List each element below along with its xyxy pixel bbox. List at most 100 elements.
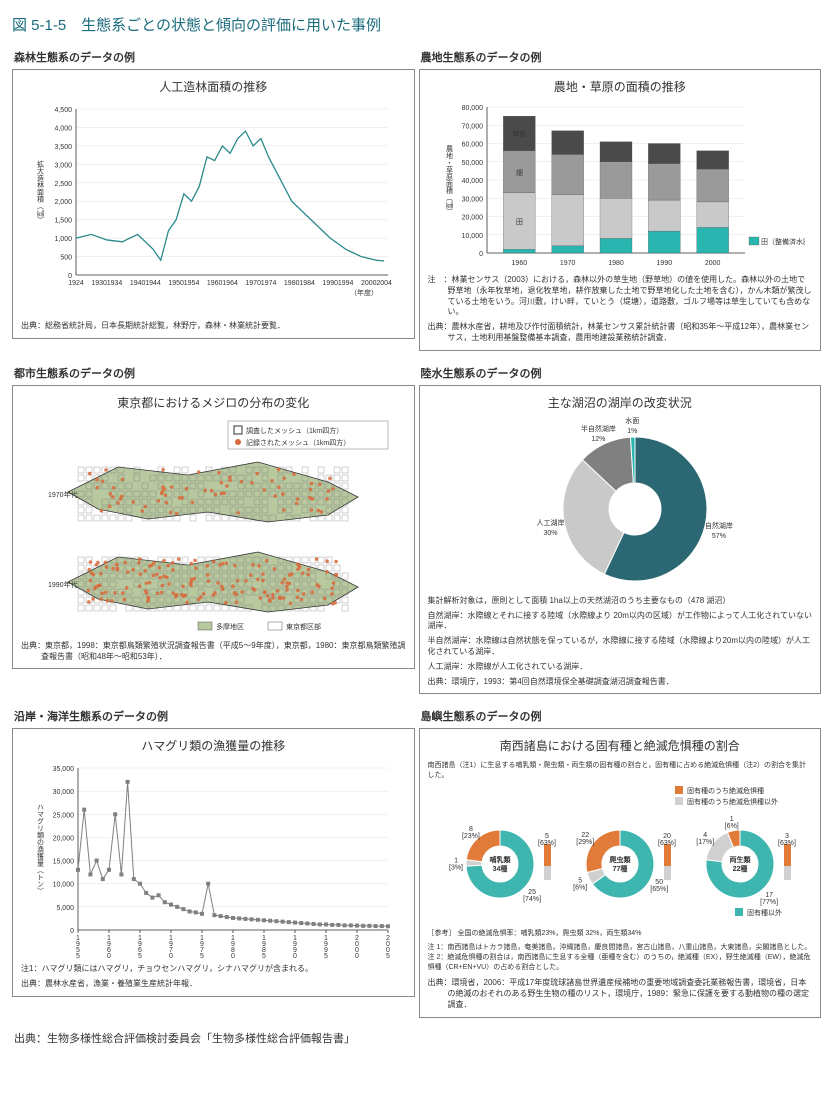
svg-text:5,000: 5,000 xyxy=(57,905,75,912)
svg-text:1934: 1934 xyxy=(107,280,123,287)
inlandwater-panel: 主な湖沼の湖岸の改変状況 自然湖岸57%人工湖岸30%半自然湖岸12%水面1% … xyxy=(419,385,822,695)
svg-text:ハマグリ類の漁獲量（トン）: ハマグリ類の漁獲量（トン） xyxy=(37,804,45,895)
svg-text:60,000: 60,000 xyxy=(461,142,483,149)
svg-text:東京都区部: 東京都区部 xyxy=(286,622,321,631)
svg-text:0: 0 xyxy=(70,928,74,935)
coastal-panel: ハマグリ類の漁獲量の推移 05,00010,00015,00020,00025,… xyxy=(12,728,415,997)
footer-source: 出典：生物多様性総合評価検討委員会「生物多様性総合評価報告書」 xyxy=(8,1022,825,1050)
urban-source: 出典：東京都，1998：東京都鳥類繁殖状況調査報告書（平成5～9年度），東京都，… xyxy=(21,641,406,663)
svg-text:3,500: 3,500 xyxy=(55,144,73,151)
svg-text:57%: 57% xyxy=(712,533,726,540)
svg-text:爬虫類: 爬虫類 xyxy=(608,855,631,864)
chart-grid: 森林生態系のデータの例 人工造林面積の推移 05001,0001,5002,00… xyxy=(8,45,825,1022)
urban-label: 都市生態系のデータの例 xyxy=(14,365,415,381)
svg-text:1980: 1980 xyxy=(608,260,624,267)
svg-text:1950: 1950 xyxy=(169,280,185,287)
urban-block: 都市生態系のデータの例 東京都におけるメジロの分布の変化 調査したメッシュ（1k… xyxy=(12,361,415,695)
svg-text:35,000: 35,000 xyxy=(53,766,75,773)
svg-text:500: 500 xyxy=(61,255,73,262)
forest-chart: 05001,0001,5002,0002,5003,0003,5004,0004… xyxy=(28,101,398,301)
farmland-note2: 出典：農林水産省，耕地及び作付面積統計，林業センサス累計統計書（昭和35年～平成… xyxy=(428,322,813,344)
svg-text:22: 22 xyxy=(581,832,589,839)
svg-text:田（整備済水田）: 田（整備済水田） xyxy=(761,237,805,246)
coastal-note1: 注1：ハマグリ類にはハマグリ，チョウセンハマグリ，シナハマグリが含まれる。 xyxy=(21,964,406,975)
svg-text:[63%]: [63%] xyxy=(778,840,796,847)
svg-text:34種: 34種 xyxy=(492,864,507,873)
island-reference: ［参考］ 全国の絶滅危惧率：哺乳類23%，爬虫類 32%，両生類34% xyxy=(428,928,813,938)
svg-text:1970: 1970 xyxy=(560,260,576,267)
island-label: 島嶼生態系のデータの例 xyxy=(421,708,822,724)
island-note2: 注 2：絶滅危惧種の割合は，南西諸島に生息する全種（亜種を含む）のうちの，絶滅種… xyxy=(428,952,813,972)
svg-text:80,000: 80,000 xyxy=(461,105,483,112)
svg-text:0: 0 xyxy=(107,953,111,960)
svg-text:1970: 1970 xyxy=(246,280,262,287)
island-title: 南西諸島における固有種と絶滅危惧種の割合 xyxy=(428,737,813,754)
inlandwater-block: 陸水生態系のデータの例 主な湖沼の湖岸の改変状況 自然湖岸57%人工湖岸30%半… xyxy=(419,361,822,695)
svg-text:畑: 畑 xyxy=(516,169,523,177)
svg-text:2000: 2000 xyxy=(705,260,721,267)
svg-text:1924: 1924 xyxy=(68,280,84,287)
svg-text:20,000: 20,000 xyxy=(53,836,75,843)
inlandwater-label: 陸水生態系のデータの例 xyxy=(421,365,822,381)
svg-text:4: 4 xyxy=(703,832,707,839)
island-block: 島嶼生態系のデータの例 南西諸島における固有種と絶滅危惧種の割合 南西諸島（注1… xyxy=(419,704,822,1017)
svg-text:17: 17 xyxy=(765,892,773,899)
inlandwater-desc4: 人工湖岸：水際線が人工化されている湖岸． xyxy=(428,662,813,673)
svg-text:0: 0 xyxy=(68,273,72,280)
svg-text:[17%]: [17%] xyxy=(696,839,714,846)
svg-text:4,000: 4,000 xyxy=(55,125,73,132)
coastal-source: 出典：農林水産省，漁業・養殖業生産統計年報． xyxy=(21,979,406,990)
svg-text:20: 20 xyxy=(663,833,671,840)
svg-text:10,000: 10,000 xyxy=(461,233,483,240)
svg-text:[29%]: [29%] xyxy=(576,839,594,846)
svg-text:50,000: 50,000 xyxy=(461,160,483,167)
forest-label: 森林生態系のデータの例 xyxy=(14,49,415,65)
svg-text:[6%]: [6%] xyxy=(724,823,738,830)
svg-text:両生類: 両生類 xyxy=(729,855,751,864)
svg-text:3: 3 xyxy=(785,833,789,840)
svg-text:1970年代: 1970年代 xyxy=(48,490,78,499)
inlandwater-pie: 自然湖岸57%人工湖岸30%半自然湖岸12%水面1% xyxy=(435,417,805,592)
svg-text:[23%]: [23%] xyxy=(462,833,480,840)
svg-text:1: 1 xyxy=(730,816,734,823)
svg-text:[65%]: [65%] xyxy=(650,886,668,893)
svg-text:1%: 1% xyxy=(627,428,637,435)
svg-text:5: 5 xyxy=(138,953,142,960)
svg-text:1960: 1960 xyxy=(511,260,527,267)
svg-text:5: 5 xyxy=(545,833,549,840)
svg-text:[3%]: [3%] xyxy=(449,865,463,872)
svg-text:1990年代: 1990年代 xyxy=(48,580,78,589)
svg-text:1990: 1990 xyxy=(323,280,339,287)
page-title: 図 5-1-5 生態系ごとの状態と傾向の評価に用いた事例 xyxy=(8,8,825,45)
svg-text:田: 田 xyxy=(516,218,523,226)
svg-text:多摩地区: 多摩地区 xyxy=(216,622,244,631)
svg-text:固有種のうち絶滅危惧種以外: 固有種のうち絶滅危惧種以外 xyxy=(687,797,778,806)
svg-text:5: 5 xyxy=(262,953,266,960)
svg-text:5: 5 xyxy=(200,953,204,960)
svg-text:1960: 1960 xyxy=(207,280,223,287)
coastal-title: ハマグリ類の漁獲量の推移 xyxy=(21,737,406,754)
farmland-chart: 010,00020,00030,00040,00050,00060,00070,… xyxy=(435,101,805,271)
forest-block: 森林生態系のデータの例 人工造林面積の推移 05001,0001,5002,00… xyxy=(12,45,415,351)
svg-text:1954: 1954 xyxy=(184,280,200,287)
svg-text:1,000: 1,000 xyxy=(55,236,73,243)
svg-text:20,000: 20,000 xyxy=(461,215,483,222)
svg-text:1964: 1964 xyxy=(223,280,239,287)
svg-text:40,000: 40,000 xyxy=(461,178,483,185)
island-donuts: 固有種のうち絶滅危惧種固有種のうち絶滅危惧種以外25[74%]1[3%]8[23… xyxy=(435,784,805,924)
svg-text:15,000: 15,000 xyxy=(53,859,75,866)
coastal-block: 沿岸・海洋生態系のデータの例 ハマグリ類の漁獲量の推移 05,00010,000… xyxy=(12,704,415,1017)
svg-text:拡大造林面積（㎢）: 拡大造林面積（㎢） xyxy=(37,160,45,224)
svg-text:[63%]: [63%] xyxy=(538,840,556,847)
farmland-note1: 注 ：林業センサス（2003）における，森林以外の草生地（野草地）の値を使用した… xyxy=(428,275,813,318)
svg-text:2004: 2004 xyxy=(377,280,393,287)
inlandwater-desc2: 自然湖岸：水際線とそれに接する陸域（水際線より 20m以内の区域）が工作物によっ… xyxy=(428,611,813,633)
svg-text:1994: 1994 xyxy=(338,280,354,287)
svg-text:22種: 22種 xyxy=(732,864,747,873)
forest-source: 出典：総務省統計局，日本長期統計総覧，林野庁，森林・林業統計要覧． xyxy=(21,321,406,332)
farmland-block: 農地生態系のデータの例 農地・草原の面積の推移 010,00020,00030,… xyxy=(419,45,822,351)
svg-text:1990: 1990 xyxy=(656,260,672,267)
svg-text:5: 5 xyxy=(386,953,390,960)
svg-text:70,000: 70,000 xyxy=(461,123,483,130)
svg-text:0: 0 xyxy=(355,953,359,960)
